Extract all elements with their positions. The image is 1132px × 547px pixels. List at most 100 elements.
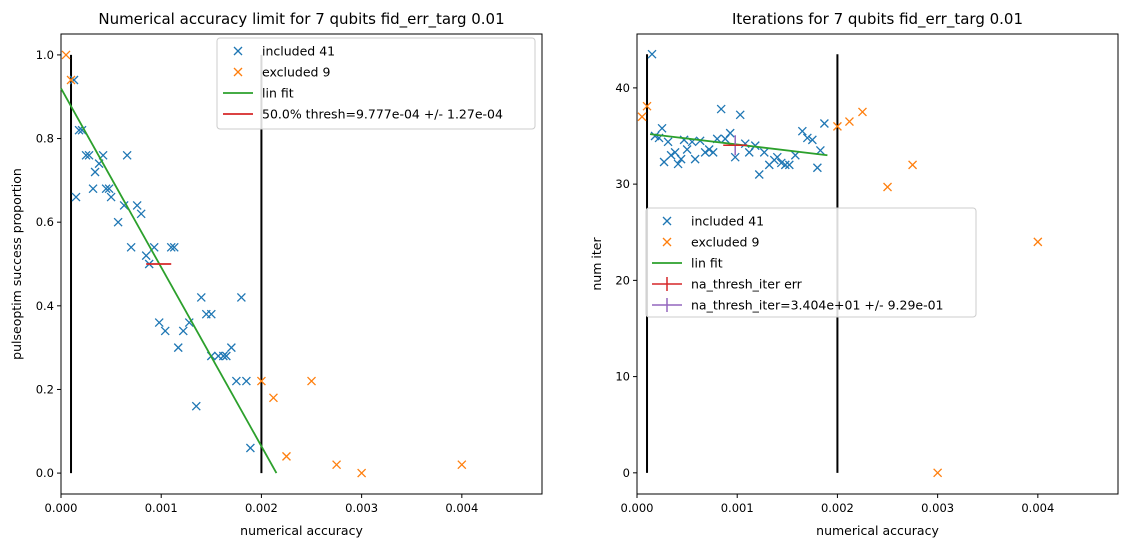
x-tick-label: 0.000 bbox=[45, 501, 78, 515]
data-point bbox=[716, 104, 726, 114]
legend-label: lin fit bbox=[262, 86, 294, 101]
chart-title: Numerical accuracy limit for 7 qubits fi… bbox=[98, 10, 504, 29]
legend-marker-swatch bbox=[662, 237, 672, 247]
x-tick-label: 0.003 bbox=[921, 501, 954, 515]
data-point bbox=[673, 159, 683, 169]
data-point bbox=[106, 192, 116, 202]
legend-label: lin fit bbox=[691, 256, 723, 271]
data-point bbox=[173, 343, 183, 353]
y-tick-label: 0.2 bbox=[36, 382, 54, 396]
data-point bbox=[735, 110, 745, 120]
legend: included 41 excluded 9 lin fit 50.0% thresh… bbox=[216, 37, 536, 130]
data-point bbox=[191, 401, 201, 411]
data-point bbox=[122, 150, 132, 160]
data-point bbox=[236, 292, 246, 302]
data-point bbox=[784, 160, 794, 170]
data-point bbox=[221, 351, 231, 361]
data-point bbox=[77, 125, 87, 135]
legend-marker-swatch bbox=[233, 67, 243, 77]
data-point bbox=[69, 75, 79, 85]
x-tick-label: 0.004 bbox=[445, 501, 478, 515]
plot-frame bbox=[636, 33, 1119, 495]
data-point bbox=[81, 150, 91, 160]
data-point bbox=[754, 170, 764, 179]
x-tick-label: 0.001 bbox=[145, 501, 178, 515]
data-point bbox=[66, 75, 76, 85]
legend-box bbox=[216, 37, 536, 130]
data-point bbox=[307, 376, 316, 386]
data-point bbox=[90, 167, 100, 177]
data-point bbox=[196, 292, 206, 302]
y-tick-label: 20 bbox=[615, 273, 630, 287]
data-point bbox=[815, 145, 825, 155]
data-point bbox=[933, 468, 943, 478]
data-point bbox=[659, 157, 669, 167]
data-point bbox=[282, 451, 291, 461]
data-point bbox=[74, 125, 84, 135]
data-point bbox=[807, 135, 817, 145]
x-axis-label: numerical accuracy bbox=[816, 523, 939, 538]
x-tick-label: 0.001 bbox=[721, 501, 754, 515]
data-point bbox=[357, 468, 367, 478]
y-tick-label: 40 bbox=[615, 81, 630, 95]
data-point bbox=[160, 326, 170, 336]
legend-label: included 41 bbox=[691, 214, 764, 229]
y-axis-label: pulseoptim success proportion bbox=[9, 168, 24, 360]
legend-box bbox=[645, 207, 977, 318]
data-point bbox=[708, 147, 718, 157]
data-point bbox=[178, 326, 188, 336]
y-tick-label: 0 bbox=[623, 466, 630, 480]
data-point bbox=[797, 126, 807, 136]
data-point bbox=[690, 154, 700, 164]
lin-fit-line bbox=[60, 87, 278, 474]
x-tick-label: 0.002 bbox=[821, 501, 854, 515]
data-point bbox=[136, 209, 146, 219]
legend-marker-swatch bbox=[662, 216, 672, 226]
data-point bbox=[802, 133, 812, 143]
x-tick-label: 0.004 bbox=[1021, 501, 1054, 515]
data-point bbox=[126, 242, 136, 252]
data-point bbox=[663, 137, 673, 147]
data-point bbox=[71, 192, 81, 202]
data-point bbox=[332, 460, 342, 470]
data-point bbox=[682, 145, 692, 154]
data-point bbox=[812, 163, 822, 173]
legend-marker-swatch bbox=[233, 46, 243, 56]
legend-label: na_thresh_iter=3.404e+01 +/- 9.29e-01 bbox=[691, 298, 944, 313]
data-point bbox=[883, 182, 892, 192]
x-tick-label: 0.003 bbox=[345, 501, 378, 515]
data-point bbox=[858, 107, 867, 117]
chart-2: Iterations for 7 qubits fid_err_targ 0.0… bbox=[589, 10, 1119, 538]
y-tick-label: 0.6 bbox=[36, 215, 54, 229]
y-axis-label: num iter bbox=[589, 237, 604, 291]
data-point bbox=[832, 121, 842, 131]
data-point bbox=[759, 147, 769, 157]
data-point bbox=[647, 49, 657, 59]
y-tick-label: 0.4 bbox=[36, 299, 54, 313]
data-point bbox=[780, 160, 790, 170]
data-point bbox=[245, 443, 255, 453]
legend-label: excluded 9 bbox=[691, 235, 759, 250]
y-tick-label: 0.8 bbox=[36, 132, 54, 146]
data-point bbox=[141, 251, 151, 261]
legend-label: 50.0% thresh=9.777e-04 +/- 1.27e-04 bbox=[262, 107, 503, 122]
y-tick-label: 1.0 bbox=[36, 48, 54, 62]
data-point bbox=[154, 318, 164, 328]
data-point bbox=[184, 318, 194, 328]
data-point bbox=[132, 200, 142, 210]
x-axis-label: numerical accuracy bbox=[240, 523, 363, 538]
data-point bbox=[218, 351, 228, 361]
data-point bbox=[819, 119, 829, 128]
x-tick-label: 0.002 bbox=[245, 501, 278, 515]
legend-label: excluded 9 bbox=[262, 65, 330, 80]
data-point bbox=[642, 101, 652, 111]
data-point bbox=[700, 147, 710, 157]
data-point bbox=[166, 242, 176, 252]
data-point bbox=[119, 200, 129, 210]
data-point bbox=[725, 128, 735, 138]
data-point bbox=[169, 242, 179, 252]
data-point bbox=[844, 117, 854, 127]
data-point bbox=[231, 376, 241, 386]
legend: included 41 excluded 9 lin fit na_thresh_it… bbox=[645, 207, 977, 318]
